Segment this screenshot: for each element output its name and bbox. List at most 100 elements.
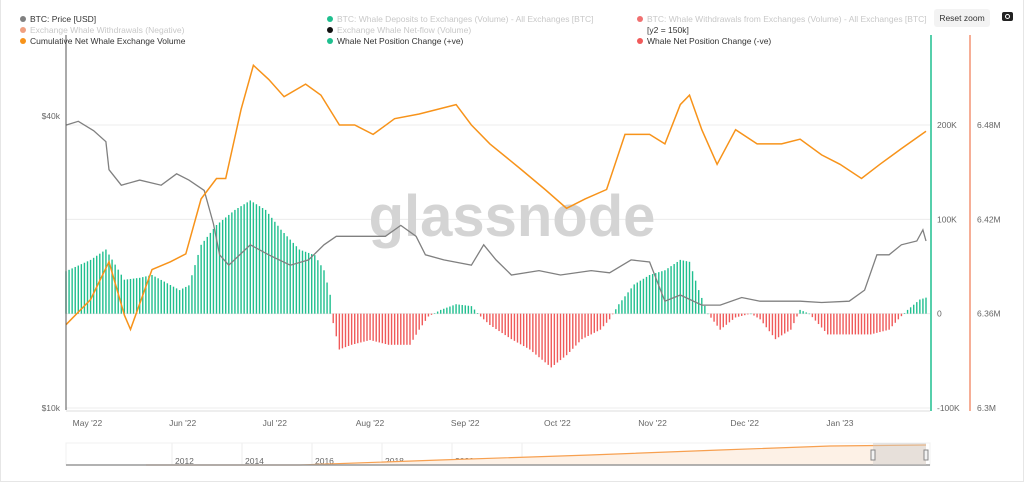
legend-item-y2: [y2 = 150k]	[647, 25, 689, 35]
legend-item-net-negative[interactable]: Whale Net Position Change (-ve)	[637, 36, 771, 46]
net-position-bar	[96, 255, 98, 314]
net-position-bar	[191, 275, 193, 314]
net-position-bar	[916, 302, 918, 314]
legend-item-withdrawals-negative[interactable]: Exchange Whale Withdrawals (Negative)	[20, 25, 184, 35]
net-position-bar	[854, 313, 857, 335]
reset-zoom-button[interactable]: Reset zoom	[934, 9, 990, 27]
net-position-bar	[848, 313, 850, 335]
net-position-bar	[89, 259, 92, 314]
legend-item-whale-deposits[interactable]: BTC: Whale Deposits to Exchanges (Volume…	[327, 14, 594, 24]
net-position-bar	[888, 313, 890, 330]
navigator-selection[interactable]	[873, 443, 926, 465]
net-position-bar	[553, 313, 556, 365]
net-position-bar	[329, 294, 331, 314]
net-position-bar	[197, 254, 199, 314]
net-position-bar	[839, 313, 841, 335]
net-position-bar	[608, 313, 611, 320]
navigator-right-handle[interactable]	[923, 449, 929, 461]
net-position-bar	[836, 313, 838, 335]
net-position-bar	[363, 313, 365, 342]
net-position-bar	[827, 313, 829, 335]
net-position-bar	[793, 313, 795, 324]
net-position-bar	[519, 313, 522, 345]
net-position-bar	[526, 313, 528, 348]
net-position-tick-label: 200K	[937, 120, 957, 130]
net-position-bar	[421, 313, 423, 326]
net-position-bar	[510, 313, 513, 340]
net-position-bar	[476, 313, 479, 314]
net-position-bar	[823, 313, 826, 331]
legend-item-btc-price[interactable]: BTC: Price [USD]	[20, 14, 96, 24]
legend-item-cumulative[interactable]: Cumulative Net Whale Exchange Volume	[20, 36, 185, 46]
net-position-bar	[507, 313, 509, 338]
net-position-bar	[676, 261, 678, 314]
net-position-bar	[68, 269, 70, 314]
navigator-left-handle[interactable]	[870, 449, 876, 461]
net-position-bar	[919, 299, 921, 314]
legend-item-net-flow[interactable]: Exchange Whale Net-flow (Volume)	[327, 25, 471, 35]
net-position-bar	[722, 313, 724, 328]
net-position-bar	[258, 206, 261, 314]
net-position-bar	[707, 313, 709, 315]
x-tick-label: Dec '22	[730, 418, 759, 428]
net-position-bar	[139, 277, 141, 314]
legend-item-net-positive[interactable]: Whale Net Position Change (+ve)	[327, 36, 463, 46]
net-position-bar	[624, 296, 626, 314]
net-position-bar	[774, 313, 777, 340]
legend-dot-icon	[20, 38, 26, 44]
net-position-bar	[664, 270, 666, 314]
net-position-bar	[397, 313, 399, 345]
net-position-bar	[860, 313, 863, 335]
net-position-bar	[522, 313, 525, 347]
net-position-bar	[473, 309, 476, 314]
net-position-bar	[111, 259, 113, 314]
net-position-bar	[556, 313, 559, 363]
net-position-bar	[602, 313, 605, 327]
net-position-bar	[151, 274, 153, 314]
net-position-tick-label: 100K	[937, 214, 957, 224]
net-position-bar	[572, 313, 574, 349]
legend-item-whale-withdrawals[interactable]: BTC: Whale Withdrawals from Exchanges (V…	[637, 14, 927, 24]
net-position-bar	[323, 270, 325, 314]
net-position-bar	[612, 313, 614, 315]
net-position-bar	[495, 313, 497, 330]
net-position-bar	[925, 297, 927, 314]
net-position-bar	[599, 313, 602, 330]
x-tick-label: Jun '22	[169, 418, 196, 428]
net-position-bar	[799, 309, 801, 314]
net-position-bar	[409, 313, 411, 345]
net-position-bar	[350, 313, 353, 345]
net-position-bar	[630, 288, 632, 314]
camera-icon[interactable]	[1002, 12, 1013, 21]
net-position-bar	[135, 278, 138, 314]
net-position-bar	[277, 225, 279, 314]
net-position-bar	[562, 313, 565, 358]
legend-dot-icon	[20, 16, 26, 22]
net-position-bar	[83, 262, 86, 314]
net-position-bar	[765, 313, 767, 328]
navigator-year-label: 2016	[315, 456, 334, 466]
net-position-bar	[587, 313, 589, 336]
net-position-bar	[489, 313, 491, 325]
net-position-bar	[882, 313, 884, 332]
net-position-bar	[304, 251, 307, 314]
net-position-bar	[504, 313, 506, 336]
net-position-bar	[166, 283, 169, 314]
net-position-bar	[771, 313, 774, 336]
net-position-bar	[833, 313, 835, 335]
net-position-bar	[243, 204, 245, 314]
net-position-bar	[314, 255, 316, 314]
net-position-bar	[384, 313, 387, 345]
net-position-bar	[655, 273, 657, 314]
net-position-bar	[627, 292, 629, 314]
net-position-bar	[550, 313, 552, 368]
net-position-bar	[713, 313, 715, 322]
net-position-bar	[817, 313, 820, 325]
net-position-bar	[636, 282, 638, 314]
net-position-bar	[768, 313, 771, 332]
net-position-bar	[372, 313, 374, 341]
net-position-bar	[427, 313, 430, 317]
net-position-bar	[123, 279, 126, 314]
net-position-bar	[436, 311, 439, 314]
